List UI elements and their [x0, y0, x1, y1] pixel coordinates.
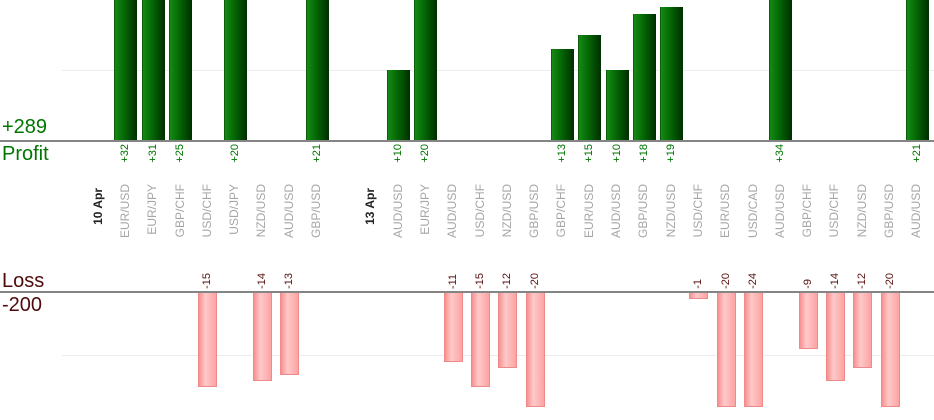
loss-bar: [853, 293, 873, 369]
profit-value-label: +10: [392, 144, 405, 163]
profit-value-label: +13: [555, 144, 568, 163]
pair-label: EUR/USD: [581, 184, 596, 239]
profit-value-label: +19: [665, 144, 678, 163]
pair-label: AUD/USD: [445, 184, 460, 239]
pair-label: GBP/USD: [882, 184, 897, 239]
date-label: 10 Apr: [90, 188, 105, 225]
loss-value-label: -15: [201, 273, 214, 289]
loss-value-label: -20: [528, 273, 541, 289]
loss-bar: [498, 293, 518, 369]
profit-bar: [578, 35, 602, 140]
profit-bar: [305, 0, 329, 140]
pair-label: USD/CHF: [690, 184, 705, 238]
pair-label: NZD/USD: [854, 184, 869, 238]
pair-label: AUD/USD: [772, 184, 787, 239]
pair-label: USD/CHF: [199, 184, 214, 238]
pair-label: GBP/USD: [527, 184, 542, 239]
loss-bar: [280, 293, 300, 375]
pair-label: AUD/USD: [281, 184, 296, 239]
loss-bar: [471, 293, 491, 388]
profit-axis-line: [0, 140, 934, 142]
loss-bar: [716, 293, 736, 407]
profit-value-label: +18: [637, 144, 650, 163]
pair-label: USD/JPY: [227, 184, 242, 235]
loss-bar: [880, 293, 900, 407]
profit-value-label: +31: [146, 144, 159, 163]
loss-bar: [252, 293, 272, 381]
profit-gridline-10: [62, 70, 934, 71]
pair-label: AUD/USD: [390, 184, 405, 239]
profit-axis-title: Profit: [2, 143, 49, 165]
profit-value-label: +34: [774, 144, 787, 163]
pair-label: AUD/USD: [909, 184, 924, 239]
profit-bar: [660, 7, 684, 140]
loss-bar: [525, 293, 545, 407]
pair-label: NZD/USD: [663, 184, 678, 238]
loss-axis-line: [0, 291, 934, 293]
loss-bar: [689, 293, 709, 300]
profit-value-label: +21: [310, 144, 323, 163]
pair-label: EUR/USD: [718, 184, 733, 239]
loss-value-label: -12: [856, 273, 869, 289]
pair-label: USD/CHF: [827, 184, 842, 238]
loss-value-label: -9: [801, 279, 814, 289]
pair-label: GBP/CHF: [554, 184, 569, 238]
loss-value-label: -24: [747, 273, 760, 289]
loss-bar: [825, 293, 845, 381]
profit-bar: [387, 70, 411, 140]
profit-bar: [550, 49, 574, 140]
pair-label: AUD/USD: [609, 184, 624, 239]
loss-value-label: -1: [692, 279, 705, 289]
loss-total-label: -200: [2, 294, 43, 316]
profit-bar: [414, 0, 438, 140]
pair-label: GBP/USD: [636, 184, 651, 239]
pair-label: GBP/CHF: [172, 184, 187, 238]
loss-gridline-10: [62, 355, 934, 356]
profit-total-label: +289: [2, 116, 48, 138]
loss-bar: [798, 293, 818, 350]
profit-value-label: +32: [119, 144, 132, 163]
profit-value-label: +20: [228, 144, 241, 163]
profit-bar: [632, 14, 656, 140]
profit-bar: [605, 70, 629, 140]
profit-bar: [769, 0, 793, 140]
pair-label: GBP/CHF: [800, 184, 815, 238]
loss-value-label: -20: [719, 273, 732, 289]
profit-value-label: +10: [610, 144, 623, 163]
date-label: 13 Apr: [363, 188, 378, 225]
loss-axis-title: Loss: [2, 270, 45, 292]
profit-bar: [223, 0, 247, 140]
profit-value-label: +20: [419, 144, 432, 163]
profit-bar: [169, 0, 193, 140]
loss-value-label: -12: [501, 273, 514, 289]
pair-label: USD/CHF: [472, 184, 487, 238]
loss-value-label: -11: [446, 273, 459, 289]
profit-value-label: +15: [583, 144, 596, 163]
pair-label: GBP/USD: [309, 184, 324, 239]
profit-bar: [114, 0, 138, 140]
loss-value-label: -20: [883, 273, 896, 289]
pair-label: EUR/JPY: [417, 184, 432, 235]
pair-label: USD/CAD: [745, 184, 760, 239]
loss-value-label: -14: [828, 273, 841, 289]
loss-value-label: -13: [283, 273, 296, 289]
profit-value-label: +21: [910, 144, 923, 163]
pair-label: NZD/USD: [254, 184, 269, 238]
loss-bar: [198, 293, 218, 388]
loss-value-label: -14: [255, 273, 268, 289]
profit-bar: [905, 0, 929, 140]
pair-label: EUR/JPY: [145, 184, 160, 235]
profit-bar: [141, 0, 165, 140]
pair-label: NZD/USD: [499, 184, 514, 238]
loss-value-label: -15: [474, 273, 487, 289]
profit-value-label: +25: [174, 144, 187, 163]
loss-bar: [443, 293, 463, 362]
loss-bar: [744, 293, 764, 407]
pair-label: EUR/USD: [117, 184, 132, 239]
